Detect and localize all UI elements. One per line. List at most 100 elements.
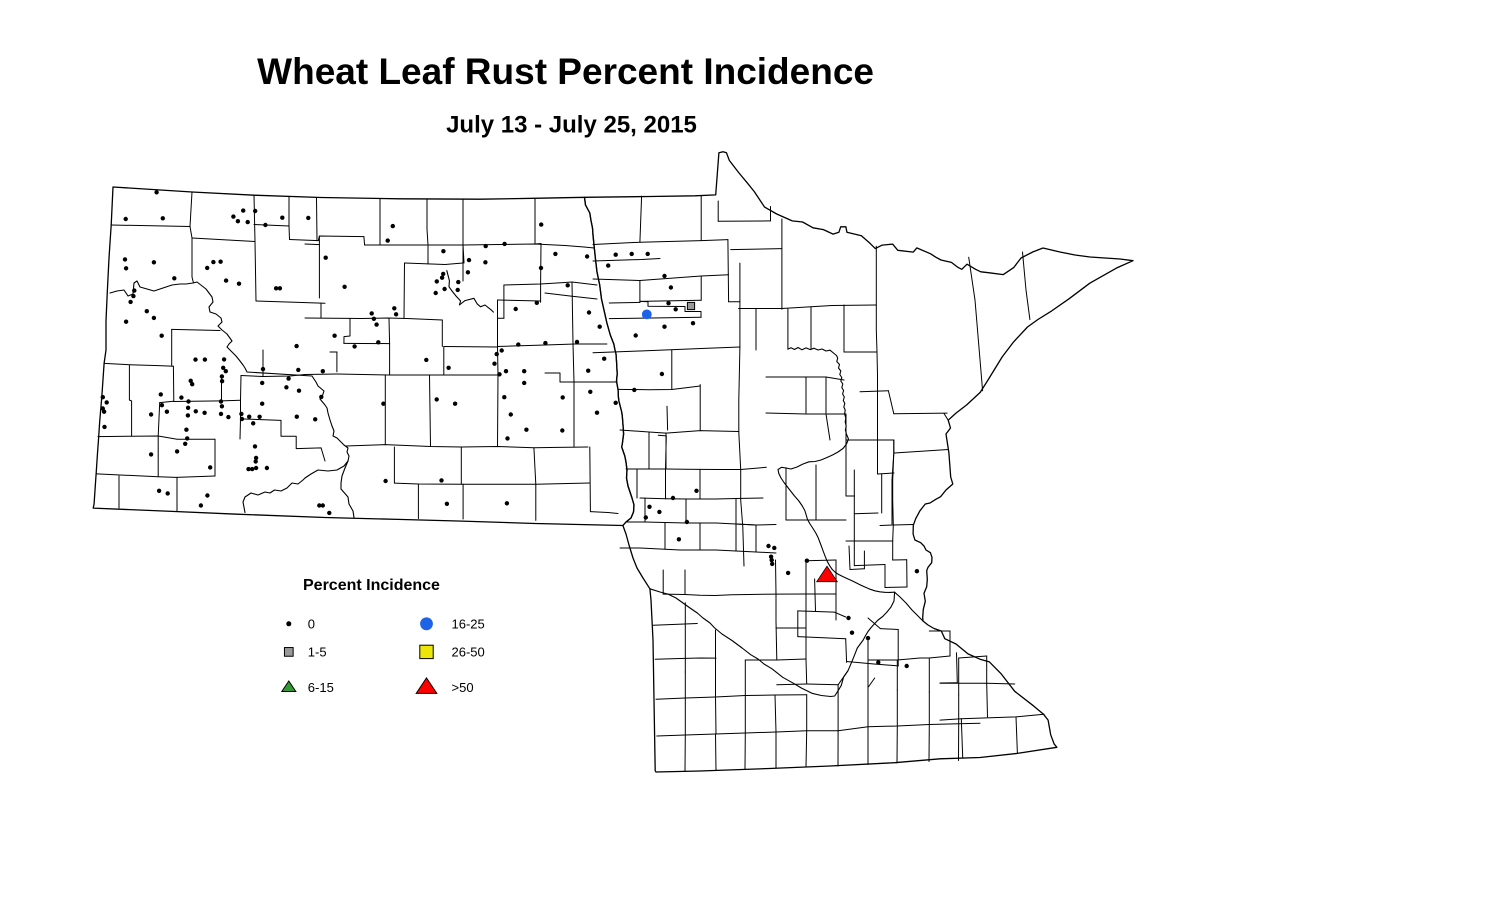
- county-line: [740, 466, 767, 470]
- county-line: [503, 281, 573, 286]
- point-incidence-0: [502, 395, 507, 400]
- point-incidence-0: [516, 342, 521, 347]
- point-incidence-0: [606, 263, 611, 268]
- point-incidence-0: [211, 259, 216, 265]
- point-incidence-0: [296, 367, 301, 373]
- point-incidence-0: [785, 570, 791, 576]
- county-line: [727, 239, 730, 303]
- point-incidence-0: [219, 379, 225, 384]
- point-incidence-0: [188, 378, 193, 383]
- point-incidence-0: [629, 251, 634, 257]
- county-line: [655, 694, 808, 700]
- point-incidence-1-5: [686, 301, 696, 311]
- county-line: [544, 292, 598, 300]
- point-incidence-0: [846, 615, 851, 621]
- point-incidence-0: [673, 307, 678, 312]
- point-incidence-0: [505, 436, 510, 441]
- point-incidence-0: [456, 279, 461, 285]
- point-incidence-0: [455, 287, 460, 293]
- point-incidence-0: [772, 545, 777, 551]
- county-line: [316, 197, 318, 242]
- county-line: [240, 418, 282, 421]
- county-line: [240, 375, 242, 401]
- point-incidence-0: [245, 219, 250, 225]
- point-incidence-0: [144, 309, 149, 314]
- point-incidence-0: [159, 333, 164, 338]
- river-line: [340, 460, 355, 519]
- point-incidence-0: [588, 389, 593, 394]
- point-incidence-0: [123, 216, 128, 222]
- point-incidence-0: [221, 357, 227, 362]
- county-line: [110, 224, 191, 227]
- point-incidence-0: [503, 369, 509, 374]
- county-line: [647, 301, 702, 318]
- point-incidence-0: [286, 376, 291, 381]
- county-line: [128, 364, 133, 437]
- legend-label: 26-50: [452, 644, 485, 659]
- county-line: [426, 198, 429, 246]
- point-incidence-0: [332, 333, 337, 338]
- point-incidence-0: [494, 351, 499, 357]
- point-incidence-0: [769, 557, 774, 563]
- point-incidence-0: [190, 382, 195, 387]
- point-incidence-0: [483, 260, 488, 265]
- county-line: [879, 524, 914, 526]
- point-incidence-0: [102, 424, 107, 430]
- point-incidence-0: [657, 509, 662, 515]
- point-incidence-0: [151, 260, 157, 265]
- point-incidence-0: [385, 238, 390, 243]
- point-incidence-0: [148, 412, 154, 417]
- point-incidence-0: [179, 395, 184, 400]
- county-line: [657, 434, 667, 470]
- county-line: [608, 316, 702, 320]
- point-incidence-0: [904, 663, 909, 669]
- point-incidence-0: [442, 286, 447, 292]
- point-incidence-0: [172, 276, 177, 281]
- point-incidence-0: [253, 208, 258, 214]
- county-line: [968, 256, 984, 392]
- point-incidence-0: [208, 465, 213, 470]
- point-incidence-0: [277, 286, 283, 291]
- county-line: [738, 262, 742, 470]
- county-line: [797, 636, 847, 640]
- point-incidence-0: [253, 455, 259, 461]
- county-line: [859, 390, 889, 393]
- county-line: [892, 439, 895, 526]
- point-incidence-0: [156, 488, 162, 493]
- point-incidence-0: [128, 299, 133, 305]
- point-incidence-0: [522, 380, 527, 386]
- point-incidence-0: [662, 324, 667, 329]
- point-incidence-0: [668, 285, 674, 290]
- county-line: [740, 469, 745, 567]
- point-incidence-0: [768, 554, 774, 559]
- point-incidence-0: [320, 503, 325, 508]
- point-incidence-0: [323, 255, 328, 260]
- river-line: [311, 375, 350, 462]
- point-incidence-0: [444, 501, 450, 506]
- county-line: [845, 638, 848, 663]
- point-incidence-0: [524, 427, 529, 432]
- point-incidence-0: [100, 395, 106, 400]
- point-incidence-0: [804, 558, 810, 563]
- point-incidence-0: [676, 537, 682, 542]
- legend-symbol-triangle-6-15: [280, 680, 297, 692]
- point-incidence-0: [381, 401, 386, 406]
- county-line: [388, 318, 391, 345]
- point-incidence-0: [246, 466, 251, 472]
- point-incidence-0: [231, 214, 236, 219]
- county-line: [755, 551, 777, 554]
- county-line: [497, 299, 499, 447]
- point-incidence-0: [257, 414, 262, 419]
- point-incidence-0: [239, 416, 245, 422]
- point-incidence-0: [327, 510, 332, 516]
- point-incidence-0: [264, 465, 270, 471]
- county-line: [639, 497, 764, 500]
- county-line: [853, 512, 879, 515]
- point-incidence-gt50: [815, 565, 839, 583]
- point-incidence-0: [602, 356, 607, 361]
- point-incidence-0: [253, 465, 259, 471]
- county-line: [875, 245, 878, 376]
- county-line: [654, 657, 717, 660]
